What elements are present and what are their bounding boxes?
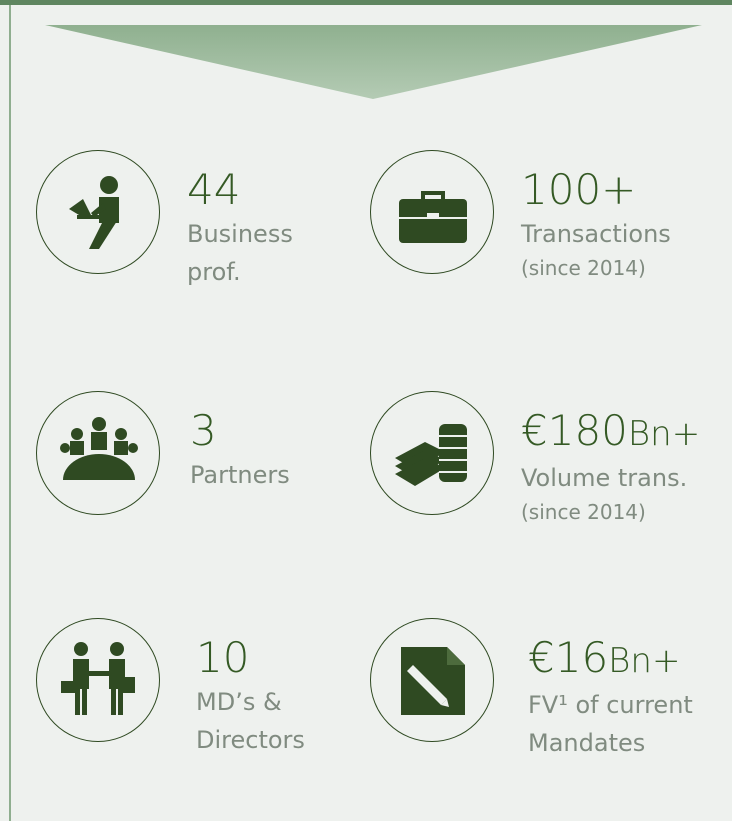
icon-circle: [36, 391, 160, 515]
left-bar: [9, 5, 11, 821]
icon-worker: [69, 176, 119, 249]
stat-label: prof.: [187, 258, 241, 286]
icon-handshake: [61, 642, 135, 715]
banner-arrow: [45, 25, 702, 99]
stat-label: Transactions: [521, 220, 671, 248]
stat-label: Directors: [196, 726, 305, 754]
stat-value: 100+: [521, 165, 671, 215]
stat-label: Volume trans.: [521, 464, 688, 492]
icon-money: [395, 424, 467, 486]
stat-value: 3: [190, 406, 290, 456]
stat-value: 10: [196, 633, 305, 683]
stat: €180Bn+ Volume trans. (since 2014): [521, 406, 700, 527]
icon-circle: [36, 150, 160, 274]
stat-number: 100+: [521, 165, 637, 214]
stat: 44 Business prof.: [187, 165, 293, 291]
stat-number: €180: [521, 406, 628, 455]
stat-value: €16Bn+: [528, 633, 693, 686]
stat: 10 MD’s & Directors: [196, 633, 305, 759]
stat: 100+ Transactions (since 2014): [521, 165, 671, 283]
stat-number: €16: [528, 633, 609, 682]
stat-label: FV¹ of current: [528, 691, 693, 719]
stat: 3 Partners: [190, 406, 290, 494]
stat: €16Bn+ FV¹ of current Mandates: [528, 633, 693, 762]
stat-label: Business: [187, 220, 293, 248]
icon-briefcase: [399, 191, 467, 243]
top-bar: [0, 0, 732, 5]
stat-label: Partners: [190, 461, 290, 489]
icon-document: [401, 647, 465, 715]
icon-circle: [370, 150, 494, 274]
stat-number: 3: [190, 406, 217, 455]
icon-circle: [370, 391, 494, 515]
icon-circle: [36, 618, 160, 742]
stat-label: Mandates: [528, 729, 646, 757]
icon-team: [60, 417, 138, 480]
stat-note: (since 2014): [521, 500, 646, 524]
stat-value: €180Bn+: [521, 406, 700, 459]
stat-note: (since 2014): [521, 256, 646, 280]
stat-label: MD’s &: [196, 688, 282, 716]
stat-unit: Bn+: [608, 641, 681, 681]
stat-unit: Bn+: [627, 414, 701, 454]
stat-number: 44: [187, 165, 241, 214]
stat-number: 10: [196, 633, 250, 682]
icon-circle: [370, 618, 494, 742]
stat-value: 44: [187, 165, 293, 215]
